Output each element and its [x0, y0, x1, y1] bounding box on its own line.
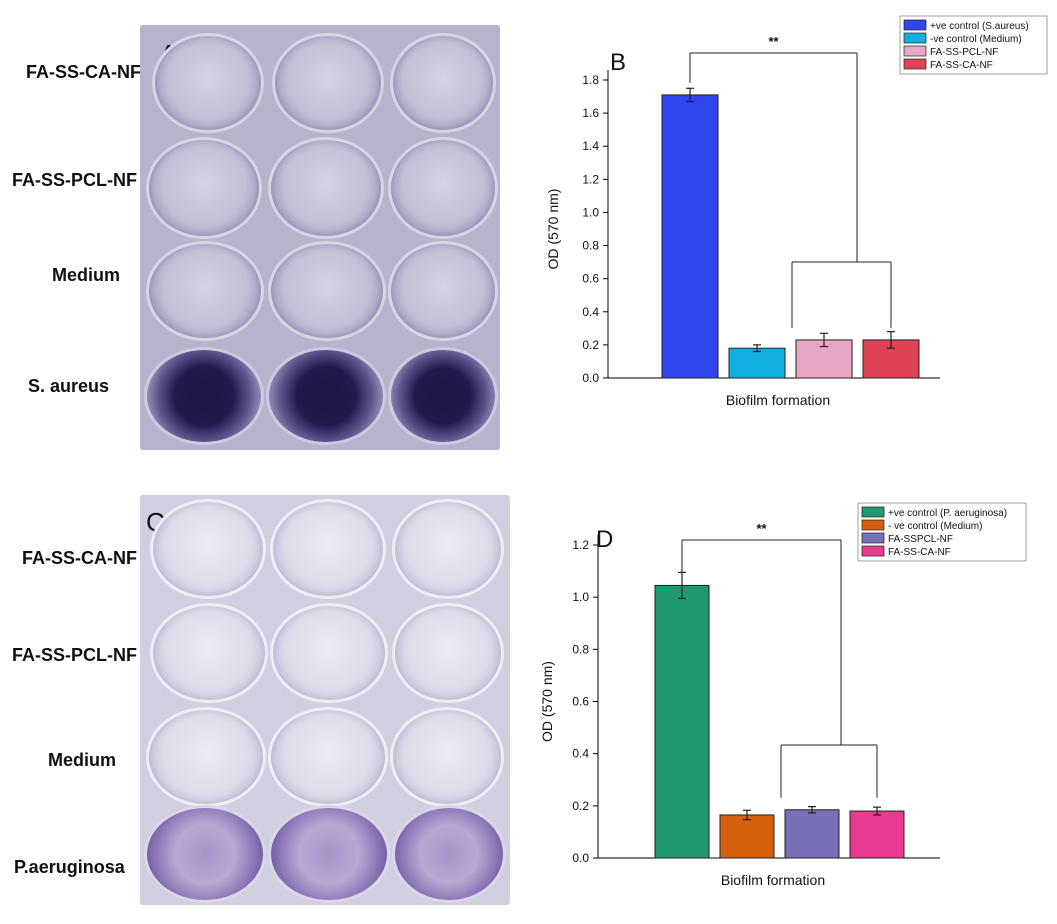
legend-label-3: FA-SSPCL-NF	[888, 534, 953, 545]
bar-3	[784, 809, 840, 859]
y-axis-label: OD (570 nm)	[545, 189, 561, 270]
well-stained	[268, 805, 390, 903]
plate-a-row-label-1: FA-SS-CA-NF	[26, 62, 141, 82]
y-tick-label: 1.2	[582, 172, 599, 186]
plate-c-row-label-2: FA-SS-PCL-NF	[12, 645, 137, 665]
well-stained	[144, 805, 266, 903]
plate-a-row-label-4: S. aureus	[28, 376, 110, 396]
y-tick-label: 0.4	[572, 747, 589, 761]
well	[392, 603, 504, 703]
well-stained	[144, 347, 264, 445]
bar-1	[654, 584, 710, 859]
well	[270, 603, 388, 703]
well	[272, 33, 384, 133]
legend-swatch-4	[861, 545, 885, 557]
legend-swatch-2	[861, 519, 885, 531]
y-tick-label: 1.0	[572, 590, 589, 604]
y-tick-label: 1.0	[582, 205, 599, 219]
y-tick-label: 0.6	[582, 272, 599, 286]
y-tick-label: 0.6	[572, 695, 589, 709]
bar-2	[728, 347, 786, 379]
y-tick-label: 0.4	[582, 305, 599, 319]
legend-swatch-3	[903, 45, 927, 57]
legend-label-4: FA-SS-CA-NF	[930, 60, 993, 71]
well	[270, 499, 386, 599]
well	[268, 707, 388, 807]
well	[146, 241, 264, 341]
significance-label: **	[756, 521, 767, 536]
plate-c-row-label-1: FA-SS-CA-NF	[22, 548, 137, 568]
plate-a-row-label-2: FA-SS-PCL-NF	[12, 170, 137, 190]
well	[152, 33, 264, 133]
well-plate-photo-a: A	[140, 25, 500, 450]
legend-swatch-1	[903, 19, 927, 31]
legend-label-1: +ve control (P. aeruginosa)	[888, 508, 1007, 519]
legend-swatch-1	[861, 506, 885, 518]
panel-letter: D	[596, 526, 613, 553]
legend-label-2: -ve control (Medium)	[930, 34, 1022, 45]
bar-chart-b: 0.0 0.2 0.4 0.6 0.8 1.0 1.2 1.4 1.6 1.8 OD (570 nm…	[545, 15, 1048, 408]
bar-chart-d: 0.0 0.2 0.4 0.6 0.8 1.0 1.2 OD (570 nm) Biofilm …	[540, 502, 1027, 888]
y-tick-label: 0.2	[582, 338, 599, 352]
well	[146, 137, 262, 239]
well	[392, 499, 504, 599]
legend-label-2: - ve control (Medium)	[888, 521, 982, 532]
legend-swatch-4	[903, 58, 927, 70]
plate-c-row-label-4: P.aeruginosa	[14, 857, 125, 877]
well-plate-photo-c: C	[140, 495, 510, 905]
legend-swatch-2	[903, 32, 927, 44]
panel-letter: B	[610, 49, 626, 76]
y-tick-label: 0.0	[572, 851, 589, 865]
well-stained	[388, 347, 498, 445]
x-axis-label: Biofilm formation	[726, 392, 830, 408]
bar-2	[719, 814, 775, 859]
well	[268, 137, 384, 239]
y-tick-label: 1.2	[572, 538, 589, 552]
well	[268, 241, 386, 341]
legend-label-1: +ve control (S.aureus)	[930, 21, 1029, 32]
well	[146, 707, 266, 807]
well	[390, 33, 496, 133]
significance-label: **	[768, 34, 779, 49]
y-tick-label: 1.6	[582, 106, 599, 120]
well-stained	[392, 805, 506, 903]
legend-box	[857, 502, 1027, 562]
well	[388, 241, 498, 341]
bar-4	[849, 810, 905, 859]
y-tick-label: 0.2	[572, 799, 589, 813]
well	[390, 707, 504, 807]
legend-label-3: FA-SS-PCL-NF	[930, 47, 998, 58]
plate-a-row-label-3: Medium	[52, 265, 121, 285]
y-tick-label: 1.8	[582, 73, 599, 87]
legend-label-4: FA-SS-CA-NF	[888, 547, 951, 558]
well	[150, 499, 266, 599]
bar-1	[661, 94, 719, 379]
well	[150, 603, 268, 703]
plate-c-row-label-3: Medium	[48, 750, 117, 770]
legend-swatch-3	[861, 532, 885, 544]
y-tick-label: 0.8	[572, 642, 589, 656]
well-stained	[266, 347, 386, 445]
well	[388, 137, 498, 239]
y-axis-label: OD (570 nm)	[540, 661, 555, 742]
y-tick-label: 1.4	[582, 139, 599, 153]
x-axis-label: Biofilm formation	[721, 872, 825, 888]
y-tick-label: 0.8	[582, 239, 599, 253]
y-tick-label: 0.0	[582, 371, 599, 385]
